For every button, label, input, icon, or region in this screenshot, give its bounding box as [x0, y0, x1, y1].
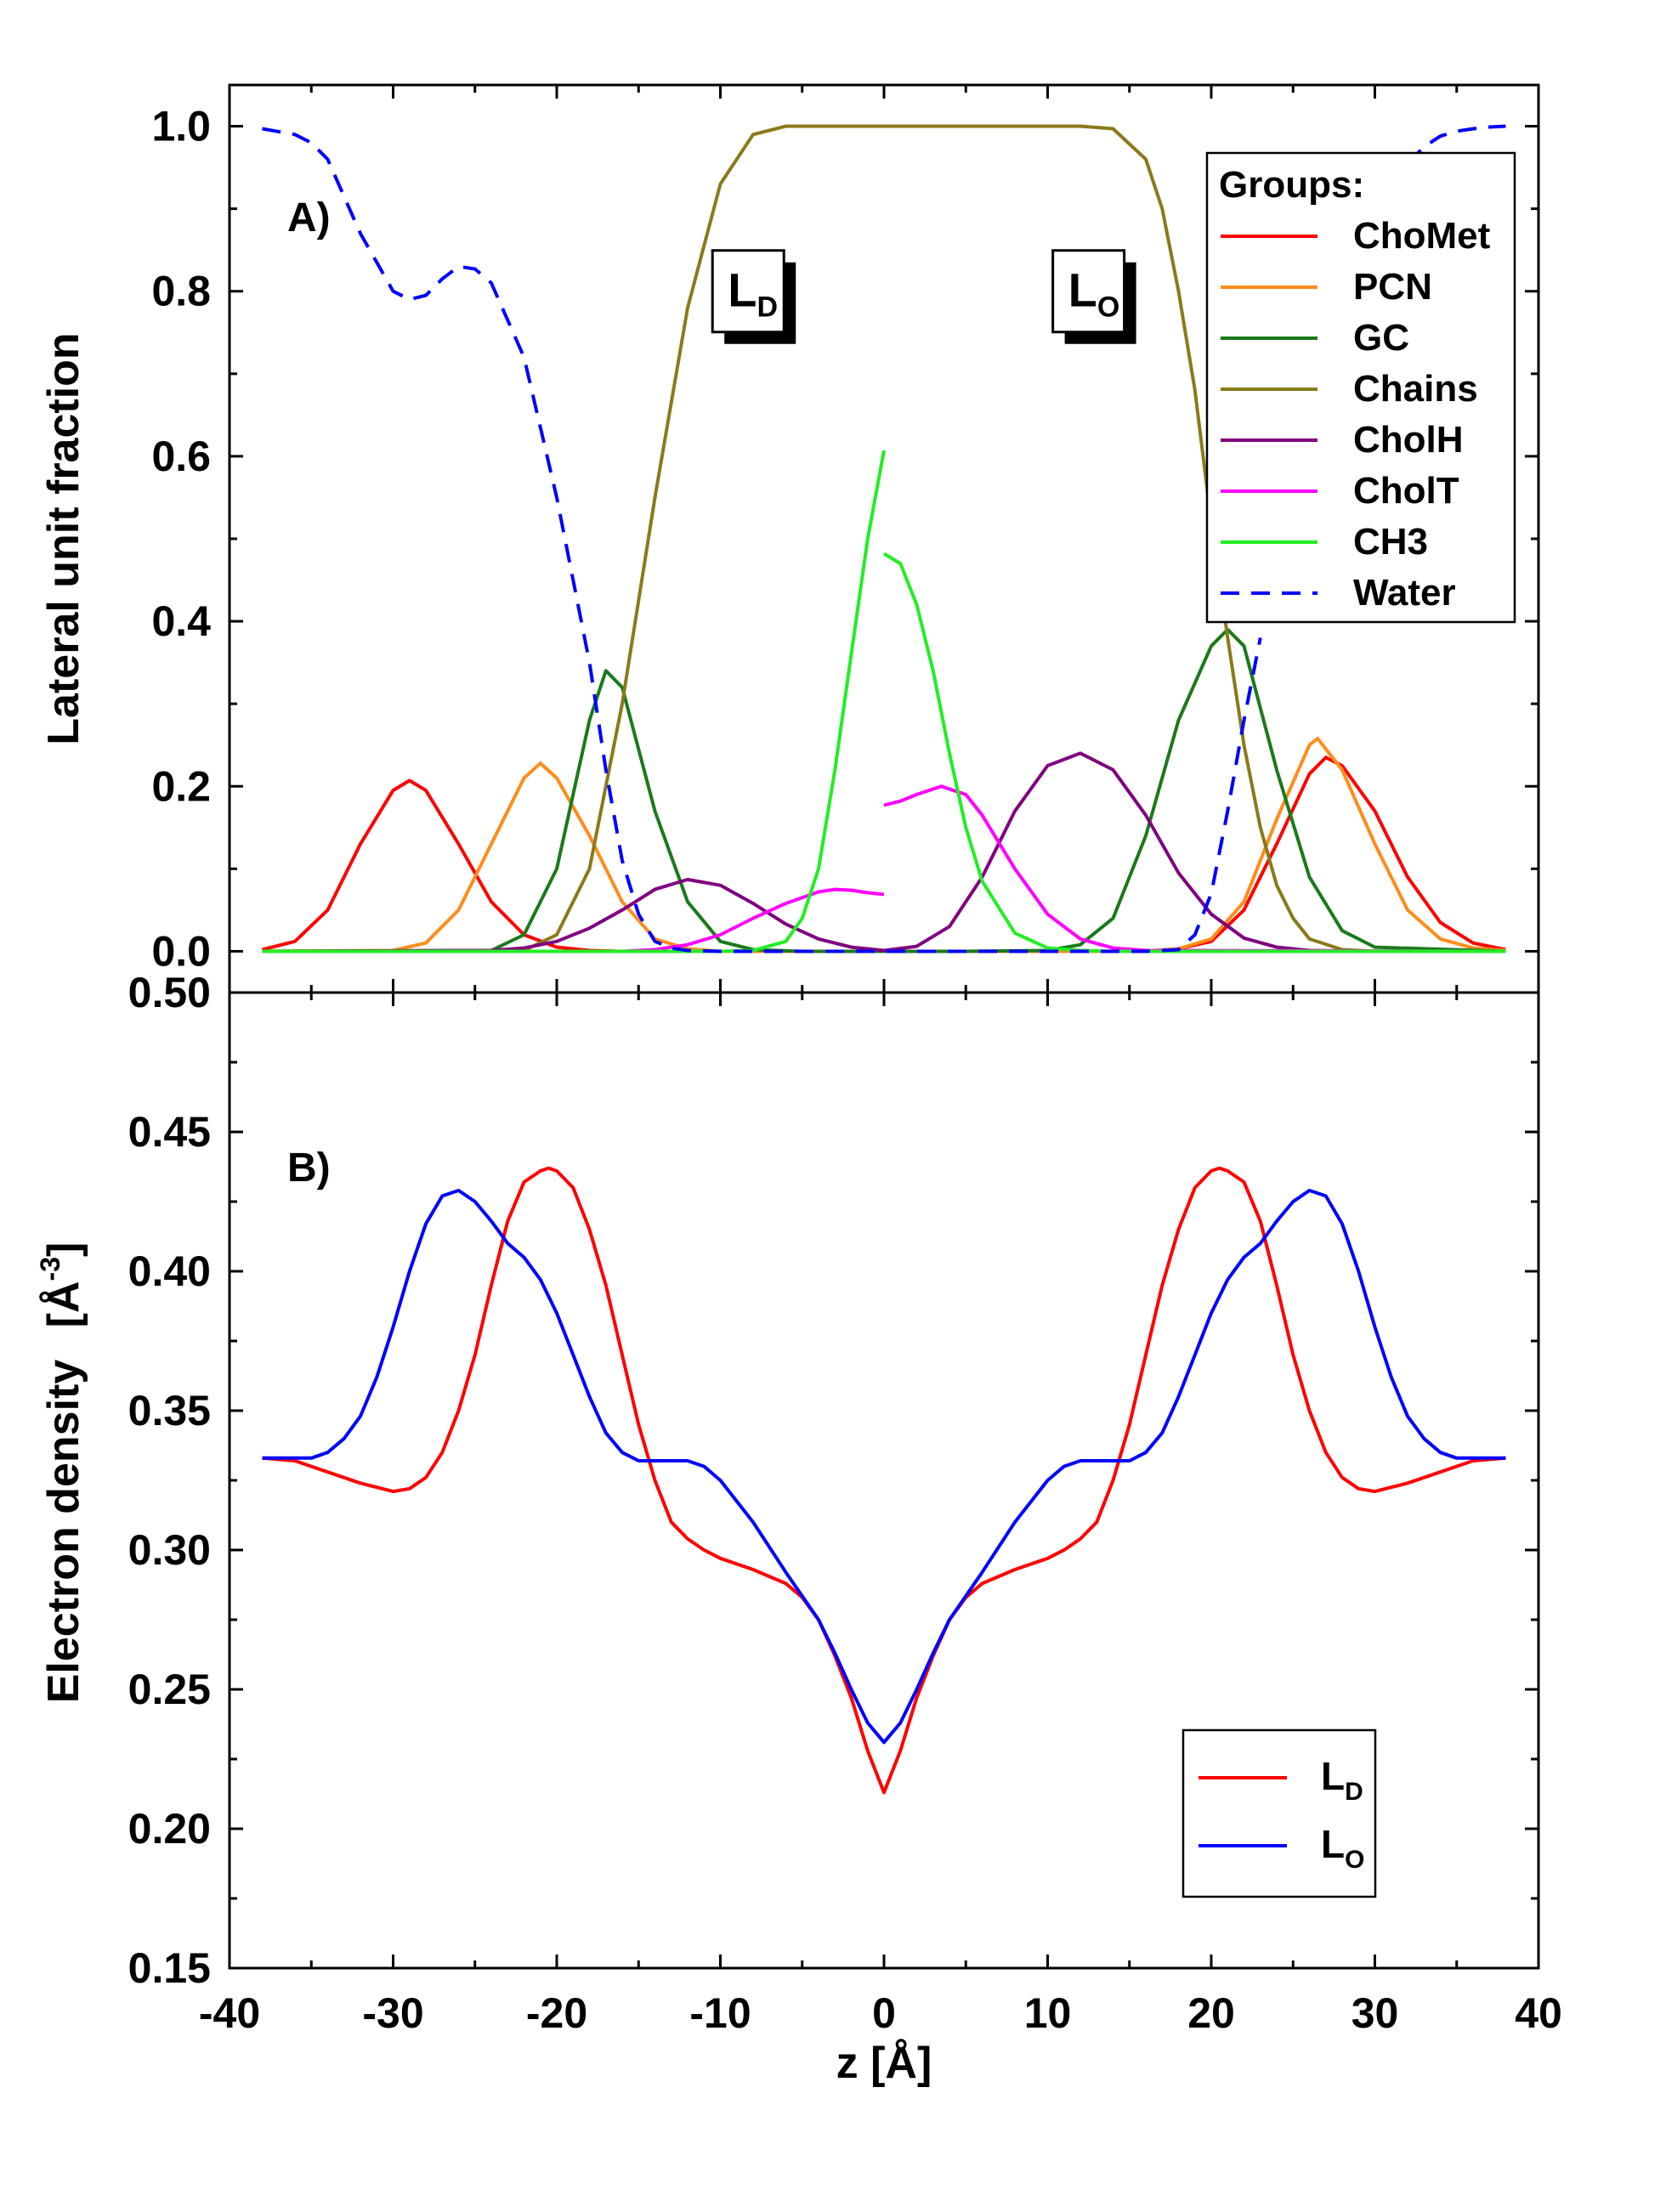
series-line-pcn	[262, 737, 1506, 953]
legend-label-pcn: PCN	[1353, 266, 1432, 308]
x-tick-label: -10	[689, 1989, 751, 2037]
series-line-gc	[262, 627, 1506, 953]
panel-b-axes: -40 -30 -20 -10 0 10 20 30 40 0.15 0.20 0.25 0.30 0.3…	[128, 969, 1562, 2037]
legend-label-cholh: CholH	[1353, 419, 1464, 461]
panel-a-legend: Groups: ChoMet PCN GC Chains CholH CholT CH3 Wat…	[1205, 151, 1516, 624]
legend-label-gc: GC	[1353, 317, 1409, 359]
legend-label-chains: Chains	[1353, 368, 1478, 410]
y-tick-label: 0.2	[151, 762, 211, 810]
legend-title: Groups:	[1219, 164, 1364, 206]
panel-b-ylabel: Electron density	[39, 1360, 88, 1704]
series-line-ld	[262, 1166, 1506, 1795]
panel-a-axes: 0.0 0.2 0.4 0.6 0.8 1.0	[151, 85, 1540, 993]
x-tick-label: 20	[1187, 1989, 1235, 2037]
y-tick-label: 0.6	[151, 433, 211, 480]
region-label-main: L	[728, 263, 756, 317]
y-tick-label: 0.30	[128, 1526, 211, 1574]
y-tick-label: 0.35	[128, 1387, 211, 1434]
legend-label-ld: LD	[1321, 1754, 1363, 1806]
y-tick-label: 0.8	[151, 268, 211, 315]
region-label-sub: D	[756, 291, 778, 324]
y-tick-label: 0.15	[128, 1944, 211, 1992]
series-line-chains	[262, 124, 1506, 953]
series-line-cholh	[262, 751, 1506, 953]
legend-box	[1182, 1728, 1377, 1898]
region-label-box	[711, 249, 785, 334]
legend-label-cholt: CholT	[1353, 470, 1459, 512]
panel-b-ylabel-unit: [Å-3]	[35, 1242, 88, 1328]
region-label-sub: O	[1097, 291, 1119, 324]
panel-b: -40 -30 -20 -10 0 10 20 30 40 0.15 0.20 0.25 0.30 0.3…	[35, 969, 1562, 2088]
ylabel-unit-end: ]	[39, 1242, 88, 1257]
panel-b-plot	[262, 1166, 1506, 1795]
y-tick-label: 0.20	[128, 1805, 211, 1853]
ylabel-unit-main: [Å	[39, 1281, 88, 1327]
y-tick-label: 0.4	[151, 597, 211, 645]
legend-label-main: L	[1321, 1754, 1345, 1798]
panel-b-xlabel: z [Å]	[836, 2039, 932, 2088]
ylabel-unit-sup: -3	[35, 1257, 65, 1281]
x-tick-label: -40	[199, 1989, 260, 2037]
x-tick-label: 0	[872, 1989, 896, 2037]
series-line-lo	[262, 1188, 1506, 1745]
y-tick-label: 0.0	[151, 927, 211, 975]
x-tick-label: 40	[1515, 1989, 1562, 2037]
y-tick-label: 0.25	[128, 1666, 211, 1713]
legend-label-lo: LO	[1321, 1822, 1364, 1874]
region-label: LO	[1068, 263, 1120, 324]
x-tick-label: 10	[1024, 1989, 1072, 2037]
y-tick-label: 1.0	[151, 103, 211, 150]
region-label: LD	[728, 263, 778, 324]
panel-a-plot	[262, 124, 1506, 953]
x-tick-label: -30	[362, 1989, 423, 2037]
panel-a-label: A)	[287, 195, 331, 240]
panel-b-label: B)	[287, 1146, 331, 1191]
panel-a: 0.0 0.2 0.4 0.6 0.8 1.0 A) Lateral unit fract…	[39, 83, 1540, 994]
panel-a-ylabel: Lateral unit fraction	[39, 332, 88, 744]
legend-label-main: L	[1321, 1822, 1345, 1866]
legend-label-sub: O	[1345, 1846, 1364, 1874]
legend-label-water: Water	[1353, 572, 1456, 614]
legend-label-sub: D	[1345, 1778, 1363, 1806]
x-tick-label: 30	[1352, 1989, 1399, 2037]
legend-label-chomet: ChoMet	[1353, 215, 1491, 257]
region-label-main: L	[1068, 263, 1097, 317]
panel-a-region-labels: LD LO	[711, 249, 1136, 344]
panel-b-ylabel-group: Electron density [Å-3]	[35, 1242, 88, 1704]
y-tick-label: 0.40	[128, 1247, 211, 1295]
y-tick-label: 0.50	[128, 969, 211, 1016]
legend-label-ch3: CH3	[1353, 521, 1428, 563]
y-tick-label: 0.45	[128, 1108, 211, 1156]
series-line-water	[262, 124, 1506, 953]
x-tick-label: -20	[526, 1989, 587, 2037]
region-label-box	[1051, 249, 1126, 334]
series-line-cholt	[262, 784, 1506, 953]
